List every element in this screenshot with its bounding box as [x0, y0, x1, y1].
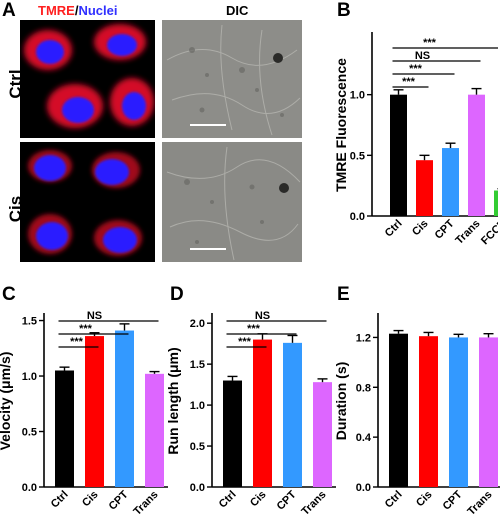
chart-d-xtick-label: Trans — [299, 489, 328, 518]
chart-d-ytick-label: 0.5 — [190, 441, 205, 453]
chart-b-xtick-label: Ctrl — [383, 218, 405, 240]
chart-e-ytick-label: 0.4 — [356, 432, 372, 444]
chart-b-ytick-label: 0.0 — [350, 211, 365, 223]
chart-c-sig-label: *** — [79, 323, 93, 335]
chart-d-ytick-label: 1.0 — [190, 400, 205, 412]
chart-b-xtick-label: Cis — [410, 218, 431, 239]
chart-velocity: 0.0 0.5 1.0 1.5 Velocity (μm/s) Ctrl Cis CPT Tra… — [0, 310, 168, 518]
chart-d-bar-cpt — [283, 342, 302, 487]
dic-texture-ctrl — [162, 20, 302, 138]
header-dic: DIC — [226, 3, 249, 18]
chart-c-ylabel: Velocity (μm/s) — [0, 352, 13, 451]
chart-b-bar-fccp — [494, 190, 498, 216]
chart-e-bar-trans — [479, 337, 498, 487]
chart-c-bar-trans — [145, 373, 164, 487]
chart-e-bar-cpt — [449, 337, 468, 487]
header-tmre-nuclei: TMRE/Nuclei — [38, 3, 117, 18]
chart-c-ytick-label: 0.0 — [22, 482, 37, 494]
chart-d-ytick-label: 2.0 — [190, 318, 205, 330]
micrograph-ctrl-dic — [162, 20, 302, 138]
panel-letter-a: A — [2, 0, 16, 21]
chart-b-xtick-label: Trans — [453, 218, 482, 247]
scale-bar-ctrl — [190, 124, 226, 126]
chart-e-bar-ctrl — [389, 333, 408, 487]
chart-duration: 0.0 0.4 0.8 1.2 Duration (s) Ctrl Cis CPT Trans — [336, 313, 500, 518]
chart-e-xtick-label: Cis — [414, 489, 435, 510]
chart-e-ylabel: Duration (s) — [336, 362, 349, 441]
chart-e-ytick-label: 0.8 — [356, 382, 371, 394]
chart-b-bar-ctrl — [390, 94, 407, 216]
chart-b-sig-label: NS — [415, 50, 430, 62]
micrograph-cis-fluorescence — [20, 142, 155, 262]
chart-b-bar-cpt — [442, 148, 459, 216]
chart-d-ytick-label: 1.5 — [190, 359, 205, 371]
chart-b-ytick-label: 1.0 — [350, 90, 365, 102]
chart-c-xtick-label: Ctrl — [49, 489, 71, 511]
chart-b-bar-cis — [416, 160, 433, 216]
panel-letter-b: B — [337, 0, 351, 21]
panel-letter-c: C — [2, 284, 16, 305]
chart-d-sig-label: *** — [247, 323, 261, 335]
panel-letter-d: D — [170, 284, 184, 305]
chart-d-sig-label: NS — [255, 310, 270, 322]
chart-b-ylabel: TMRE Fluorescence — [336, 58, 349, 192]
header-nuclei: Nuclei — [78, 3, 118, 18]
micrograph-ctrl-fluorescence — [20, 20, 155, 138]
chart-e-xtick-label: CPT — [441, 488, 465, 512]
chart-c-bar-cis — [85, 336, 104, 487]
chart-c-sig-label: *** — [70, 336, 84, 348]
chart-e-xtick-label: Trans — [465, 489, 494, 518]
chart-c-ytick-label: 1.0 — [22, 371, 37, 383]
chart-b-sig-label: *** — [409, 63, 423, 75]
chart-c-xtick-label: Trans — [131, 489, 160, 518]
chart-d-bar-cis — [253, 339, 272, 487]
chart-d-bar-trans — [313, 382, 332, 487]
chart-c-sig-label: NS — [87, 310, 102, 322]
chart-c-bar-ctrl — [55, 370, 74, 487]
chart-run-length: 0.0 0.5 1.0 1.5 2.0 Run length (μm) Ctrl Cis CPT… — [168, 310, 336, 518]
chart-b-ytick-label: 0.5 — [350, 150, 365, 162]
chart-b-sig-label: *** — [423, 37, 437, 49]
chart-d-ytick-label: 0.0 — [190, 482, 205, 494]
panel-letter-e: E — [337, 284, 350, 305]
dic-texture-cis — [162, 142, 302, 262]
cells-ctrl-fluorescence — [24, 24, 154, 128]
header-tmre: TMRE — [38, 3, 75, 18]
chart-e-ytick-label: 1.2 — [356, 332, 371, 344]
cells-cis-fluorescence — [28, 150, 142, 256]
chart-b-xtick-label: FCCP — [479, 218, 498, 248]
chart-e-xtick-label: Ctrl — [383, 489, 405, 511]
header-separator: / — [74, 3, 79, 18]
chart-c-ytick-label: 0.5 — [22, 427, 37, 439]
micrograph-cis-dic — [162, 142, 302, 262]
chart-d-xtick-label: CPT — [275, 488, 299, 512]
chart-d-xtick-label: Cis — [248, 489, 269, 510]
scale-bar-cis — [190, 248, 226, 250]
chart-c-xtick-label: Cis — [80, 489, 101, 510]
chart-e-bar-cis — [419, 336, 438, 487]
chart-c-bar-cpt — [115, 330, 134, 487]
chart-c-ytick-label: 1.5 — [22, 316, 37, 328]
chart-d-sig-label: *** — [238, 336, 252, 348]
chart-d-xtick-label: Ctrl — [217, 489, 239, 511]
chart-e-ytick-label: 0.0 — [356, 482, 371, 494]
chart-c-xtick-label: CPT — [107, 488, 131, 512]
chart-b-sig-label: *** — [402, 76, 416, 88]
chart-d-ylabel: Run length (μm) — [168, 347, 181, 454]
chart-d-bar-ctrl — [223, 380, 242, 487]
chart-b-bar-trans — [468, 94, 485, 216]
